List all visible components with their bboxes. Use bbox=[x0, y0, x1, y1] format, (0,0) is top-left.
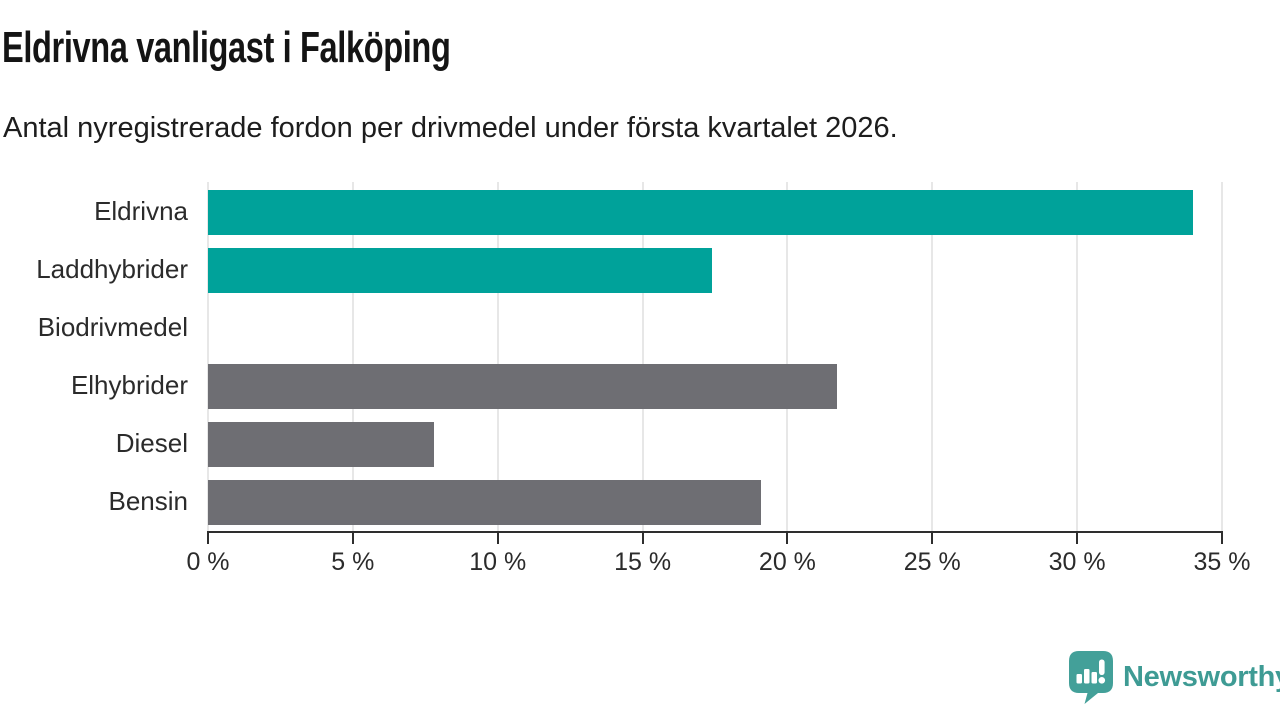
y-label-biodrivmedel: Biodrivmedel bbox=[37, 311, 188, 342]
y-label-elhybrider: Elhybrider bbox=[70, 370, 188, 400]
x-axis-tick-25 bbox=[931, 533, 934, 544]
x-axis-tick-0 bbox=[207, 533, 209, 544]
newsworthy-logo: Newsworthy bbox=[1068, 650, 1280, 704]
bar-diesel bbox=[208, 422, 434, 468]
y-label-diesel: Diesel bbox=[115, 428, 188, 459]
newsworthy-speech-bubble-bar-chart-icon bbox=[1069, 651, 1113, 704]
x-tick-label-0: 0 % bbox=[186, 548, 230, 576]
x-axis-tick-35 bbox=[1221, 533, 1223, 544]
y-label-laddhybrider: Laddhybrider bbox=[36, 253, 188, 284]
gridline-0 bbox=[207, 182, 209, 531]
x-axis-tick-30 bbox=[1076, 533, 1079, 544]
x-tick-label-15: 15 % bbox=[614, 548, 672, 576]
x-tick-label-10: 10 % bbox=[469, 548, 527, 576]
bar-eldrivna bbox=[208, 189, 1194, 235]
y-axis-category-labels: Eldrivna Laddhybrider Biodrivmedel Elhybrid… bbox=[0, 182, 196, 531]
gridline-35 bbox=[1221, 182, 1223, 531]
x-tick-label-20: 20 % bbox=[758, 548, 816, 576]
x-axis-tick-10 bbox=[496, 533, 499, 544]
gridline-15 bbox=[641, 182, 644, 531]
x-tick-label-25: 25 % bbox=[903, 548, 961, 576]
x-tick-label-30: 30 % bbox=[1048, 548, 1106, 576]
x-axis-tick-20 bbox=[786, 533, 789, 544]
bar-elhybrider bbox=[208, 364, 837, 410]
y-label-bensin: Bensin bbox=[108, 486, 189, 517]
x-axis-line bbox=[207, 531, 1223, 533]
x-tick-label-5: 5 % bbox=[331, 548, 375, 576]
bar-bensin bbox=[208, 480, 762, 526]
brand-name: Newsworthy bbox=[1123, 660, 1280, 693]
x-tick-label-35: 35 % bbox=[1193, 548, 1251, 576]
gridline-5 bbox=[351, 182, 354, 531]
chart-title: Eldrivna vanligast i Falköping bbox=[2, 23, 451, 72]
gridline-20 bbox=[786, 182, 789, 531]
gridline-30 bbox=[1076, 182, 1079, 531]
plot-area: 0 % 5 % 10 % 15 % 20 % 25 % 30 % 35 % bbox=[186, 182, 1250, 576]
chart-subtitle: Antal nyregistrerade fordon per drivmede… bbox=[3, 112, 898, 144]
x-axis-tick-5 bbox=[351, 533, 354, 544]
y-label-eldrivna: Eldrivna bbox=[94, 195, 188, 226]
x-axis-tick-15 bbox=[641, 533, 644, 544]
gridline-10 bbox=[496, 182, 499, 531]
gridline-25 bbox=[931, 182, 934, 531]
bar-laddhybrider bbox=[208, 247, 713, 293]
